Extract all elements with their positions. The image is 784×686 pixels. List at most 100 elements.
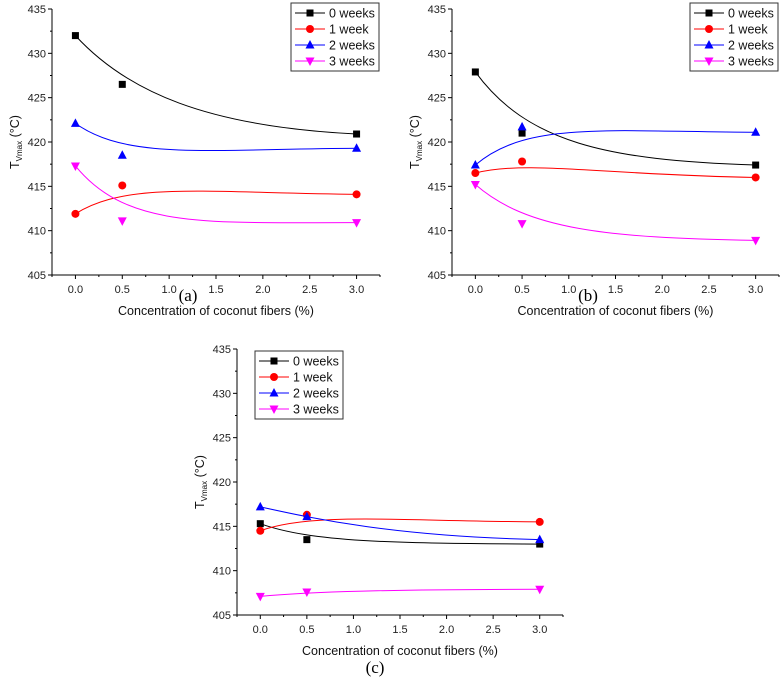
- y-tick-label: 420: [428, 137, 446, 149]
- y-tick-label: 405: [28, 270, 46, 282]
- y-tick-label: 435: [213, 344, 231, 356]
- x-tick-label: 1.0: [346, 624, 361, 636]
- data-point: [255, 592, 265, 602]
- y-tick-label: 425: [428, 93, 446, 105]
- y-tick-label: 420: [28, 137, 46, 149]
- series-line: [475, 167, 756, 178]
- series-line: [260, 518, 540, 532]
- data-point: [302, 511, 312, 521]
- data-point: [535, 585, 545, 595]
- x-tick-label: 1.0: [561, 284, 576, 296]
- data-point: [470, 160, 480, 169]
- legend-marker: [306, 9, 314, 17]
- panel-label: (a): [179, 286, 198, 305]
- y-axis-label: TVmax (°C): [193, 455, 209, 509]
- data-point: [751, 127, 761, 136]
- legend-marker: [269, 388, 279, 397]
- y-tick-label: 430: [213, 388, 231, 400]
- y-tick-label: 435: [428, 4, 446, 16]
- legend-marker: [305, 40, 315, 49]
- y-tick-label: 415: [428, 181, 446, 193]
- legend: 0 weeks 1 week 2 weeks 3 weeks: [689, 2, 779, 72]
- y-axis-label: TVmax (°C): [8, 115, 24, 169]
- y-tick-label: 425: [28, 93, 46, 105]
- data-point: [471, 68, 479, 76]
- legend-label: 1 week: [293, 371, 333, 385]
- legend-box: [290, 2, 380, 72]
- data-point: [256, 526, 265, 535]
- legend-marker: [704, 57, 714, 66]
- legend-box: [254, 350, 344, 420]
- x-tick-label: 0.5: [514, 284, 529, 296]
- x-tick-label: 0.5: [115, 284, 130, 296]
- panel-label: (c): [366, 658, 385, 677]
- legend-label: 3 weeks: [293, 403, 339, 417]
- series-line: [260, 523, 540, 545]
- legend-label: 0 weeks: [728, 7, 774, 21]
- x-tick-label: 0.0: [253, 624, 268, 636]
- x-tick-label: 2.5: [485, 624, 500, 636]
- data-point: [751, 236, 761, 246]
- y-tick-label: 410: [428, 226, 446, 238]
- x-tick-label: 2.0: [439, 624, 454, 636]
- x-tick-label: 2.5: [701, 284, 716, 296]
- x-tick-label: 0.0: [68, 284, 83, 296]
- series-line: [475, 130, 756, 166]
- x-tick-label: 3.0: [532, 624, 547, 636]
- series-line: [75, 35, 357, 135]
- data-point: [71, 209, 80, 218]
- series-line: [75, 190, 357, 215]
- data-point: [352, 190, 361, 199]
- data-point: [471, 169, 480, 178]
- data-point: [535, 517, 544, 526]
- x-axis-label: Concentration of coconut fibers (%): [518, 304, 714, 318]
- data-point: [117, 150, 127, 159]
- series-line: [475, 184, 756, 241]
- x-tick-label: 2.0: [655, 284, 670, 296]
- y-tick-label: 405: [213, 610, 231, 622]
- data-point: [303, 536, 311, 544]
- x-axis-label: Concentration of coconut fibers (%): [302, 644, 498, 658]
- x-tick-label: 1.5: [608, 284, 623, 296]
- legend-marker: [306, 25, 314, 33]
- y-tick-label: 420: [213, 477, 231, 489]
- chart-panel: 405 410 415 420 425 430 435 0.0 0.5 1.0 1.5 2.0 2.5 3…: [8, 2, 381, 318]
- legend-marker: [270, 373, 278, 381]
- x-axis-label: Concentration of coconut fibers (%): [118, 304, 314, 318]
- data-point: [517, 220, 527, 229]
- y-tick-label: 410: [213, 566, 231, 578]
- y-tick-label: 405: [428, 270, 446, 282]
- y-tick-label: 430: [428, 48, 446, 60]
- legend-label: 2 weeks: [329, 39, 375, 53]
- legend-marker: [270, 357, 278, 365]
- series-line: [75, 165, 357, 224]
- x-tick-label: 3.0: [748, 284, 763, 296]
- panel-label: (b): [578, 286, 598, 305]
- x-tick-label: 1.5: [208, 284, 223, 296]
- data-point: [302, 588, 312, 597]
- legend-label: 1 week: [728, 23, 768, 37]
- data-point: [118, 181, 127, 190]
- legend-marker: [704, 40, 714, 49]
- series-line: [75, 122, 357, 152]
- data-point: [352, 219, 362, 228]
- legend-label: 0 weeks: [293, 355, 339, 369]
- x-tick-label: 1.0: [161, 284, 176, 296]
- data-point: [71, 32, 79, 40]
- legend-marker: [705, 9, 713, 17]
- x-tick-label: 3.0: [349, 284, 364, 296]
- data-point: [70, 162, 80, 171]
- legend: 0 weeks 1 week 2 weeks 3 weeks: [254, 350, 344, 420]
- legend-marker: [705, 25, 713, 33]
- legend-label: 0 weeks: [329, 7, 375, 21]
- y-tick-label: 415: [28, 181, 46, 193]
- x-tick-label: 0.5: [299, 624, 314, 636]
- legend-label: 3 weeks: [329, 55, 375, 69]
- legend-label: 2 weeks: [293, 387, 339, 401]
- data-point: [118, 80, 126, 88]
- data-point: [256, 520, 264, 528]
- data-point: [518, 129, 526, 137]
- x-tick-label: 2.0: [255, 284, 270, 296]
